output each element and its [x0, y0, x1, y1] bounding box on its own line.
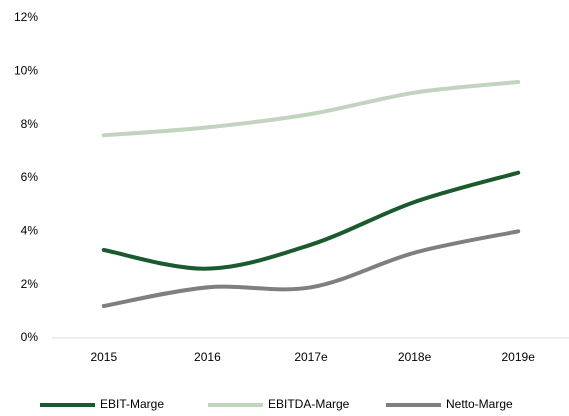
line-series [101, 229, 521, 308]
y-tick-label: 8% [21, 117, 39, 131]
line-series [101, 80, 521, 138]
y-tick-label: 6% [21, 170, 39, 184]
y-tick-label: 2% [21, 277, 39, 291]
legend-label: Netto-Marge [446, 397, 513, 411]
x-tick-label: 2015 [90, 350, 117, 364]
x-tick-label: 2017e [294, 350, 328, 364]
x-tick-label: 2019e [502, 350, 536, 364]
x-tick-label: 2018e [398, 350, 432, 364]
legend-label: EBITDA-Marge [268, 397, 350, 411]
line-series [101, 170, 521, 271]
y-tick-label: 10% [14, 64, 38, 78]
legend-label: EBIT-Marge [100, 397, 164, 411]
y-tick-label: 12% [14, 10, 38, 24]
y-tick-label: 0% [21, 330, 39, 344]
x-tick-label: 2016 [194, 350, 221, 364]
y-tick-label: 4% [21, 224, 39, 238]
